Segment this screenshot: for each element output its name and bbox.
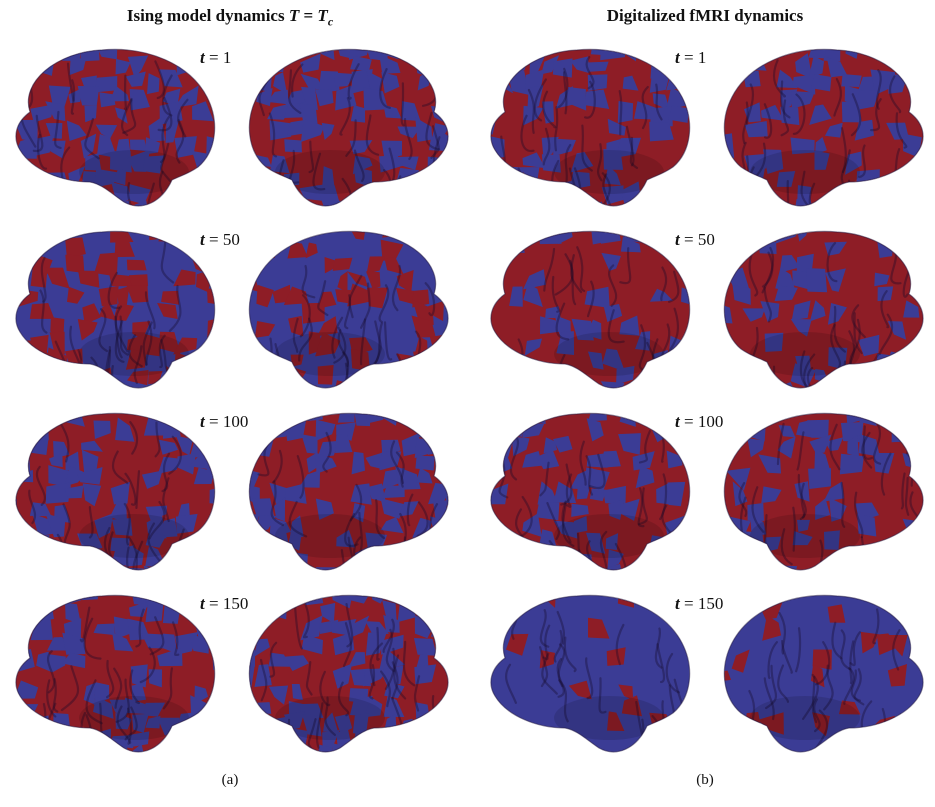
brain-left-view bbox=[15, 594, 216, 753]
brain-right-view bbox=[723, 48, 924, 207]
brain-left-view bbox=[15, 412, 216, 571]
time-label: t = 150 bbox=[675, 594, 724, 613]
brain-left-view bbox=[490, 594, 691, 753]
time-label: t = 50 bbox=[200, 230, 240, 249]
brain-left-view bbox=[490, 230, 691, 389]
brain-left-view bbox=[15, 48, 216, 207]
brain-row: t = 100 bbox=[0, 394, 460, 576]
panel-a: Ising model dynamics T = Tc t = 1 t = 50… bbox=[0, 0, 460, 807]
time-label: t = 100 bbox=[200, 412, 249, 431]
brain-left-view bbox=[490, 412, 691, 571]
time-label: t = 50 bbox=[675, 230, 715, 249]
brain-row: t = 150 bbox=[0, 576, 460, 758]
brain-right-view bbox=[723, 230, 924, 389]
brain-row: t = 50 bbox=[475, 212, 935, 394]
brain-left-view bbox=[15, 230, 216, 389]
panel-a-label: (a) bbox=[221, 772, 239, 788]
brain-row: t = 150 bbox=[475, 576, 935, 758]
brain-row: t = 100 bbox=[475, 394, 935, 576]
brain-row: t = 50 bbox=[0, 212, 460, 394]
brain-right-view bbox=[248, 412, 449, 571]
panel-a-title: Ising model dynamics T = Tc bbox=[126, 6, 334, 29]
brain-right-view bbox=[723, 412, 924, 571]
brain-right-view bbox=[723, 594, 924, 753]
brain-row: t = 1 bbox=[475, 30, 935, 212]
brain-right-view bbox=[248, 594, 449, 753]
panel-b: Digitalized fMRI dynamics t = 1 t = 50 t… bbox=[475, 0, 935, 807]
brain-row: t = 1 bbox=[0, 30, 460, 212]
panel-b-label: (b) bbox=[696, 772, 714, 788]
time-label: t = 1 bbox=[675, 48, 707, 67]
brain-right-view bbox=[248, 48, 449, 207]
brain-right-view bbox=[248, 230, 449, 389]
time-label: t = 100 bbox=[675, 412, 724, 431]
brain-left-view bbox=[490, 48, 691, 207]
panel-b-title: Digitalized fMRI dynamics bbox=[606, 6, 804, 25]
time-label: t = 150 bbox=[200, 594, 249, 613]
time-label: t = 1 bbox=[200, 48, 232, 67]
